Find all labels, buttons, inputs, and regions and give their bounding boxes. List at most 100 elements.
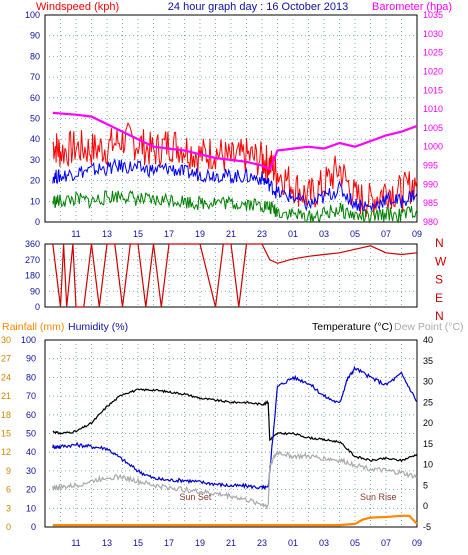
direction-panel-series — [52, 243, 418, 308]
barometer-tick-labels: 980 985 990 995 1000 1005 1010 1015 1020 1025 1030… — [423, 10, 443, 227]
rainfall-tick-24: 24 — [1, 372, 11, 382]
temperature-x-tick-19: 19 — [195, 538, 205, 548]
barometer-tick-995: 995 — [423, 161, 438, 171]
temperature-tick-40: 40 — [423, 335, 433, 345]
barometer-line — [52, 111, 418, 171]
windspeed-tick-100: 100 — [25, 10, 40, 20]
rainfall-tick-18: 18 — [1, 410, 11, 420]
humidity-tick-30: 30 — [26, 466, 36, 476]
humidity-tick-0: 0 — [31, 522, 36, 532]
humidity-axis-label: Humidity (%) — [68, 321, 128, 333]
barometer-tick-1020: 1020 — [423, 66, 443, 76]
windspeed-tick-70: 70 — [30, 72, 40, 82]
temperature-tick-0: 0 — [423, 501, 428, 511]
temperature-tick-10: 10 — [423, 460, 433, 470]
temperature-x-tick-13: 13 — [102, 538, 112, 548]
temperature-tick--5: -5 — [423, 522, 431, 532]
windspeed-tick-20: 20 — [30, 176, 40, 186]
series-humidity-1 — [52, 365, 418, 491]
barometer-tick-1030: 1030 — [423, 29, 443, 39]
temperature-tick-5: 5 — [423, 480, 428, 490]
wind-x-tick-11: 11 — [71, 229, 80, 239]
rainfall-tick-27: 27 — [1, 354, 11, 364]
humidity-tick-60: 60 — [26, 410, 36, 420]
wind-x-tick-03: 03 — [319, 229, 329, 239]
series-rain-3 — [52, 514, 418, 527]
series-temp-0 — [52, 388, 418, 463]
wind-x-tick-17: 17 — [164, 229, 174, 239]
humidity-tick-50: 50 — [26, 429, 36, 439]
wind-panel-series — [52, 111, 418, 224]
barometer-tick-985: 985 — [423, 198, 438, 208]
rainfall-tick-15: 15 — [1, 429, 11, 439]
temperature-x-tick-17: 17 — [164, 538, 174, 548]
humidity-tick-10: 10 — [26, 503, 36, 513]
temperature-axis-label: Temperature (°C) — [312, 321, 393, 333]
temperature-panel-series — [52, 365, 418, 527]
windspeed-tick-80: 80 — [30, 51, 40, 61]
wind-x-tick-19: 19 — [195, 229, 205, 239]
series-temp-2 — [52, 449, 418, 510]
compass-label-1: W — [435, 254, 447, 268]
barometer-tick-1015: 1015 — [423, 85, 443, 95]
windspeed-axis-label: Windspeed (kph) — [36, 1, 119, 13]
temperature-x-tick-09: 09 — [412, 538, 422, 548]
rainfall-axis-label: Rainfall (mm) — [2, 321, 64, 333]
humidity-tick-80: 80 — [26, 372, 36, 382]
temperature-x-tick-21: 21 — [226, 538, 236, 548]
wind-direction-line — [52, 243, 418, 308]
direction-tick-0: 0 — [35, 302, 40, 312]
windspeed-tick-50: 50 — [30, 114, 40, 124]
rainfall-tick-30: 30 — [1, 335, 11, 345]
humidity-tick-labels: 0 10 20 30 40 50 60 70 80 90 100 — [21, 335, 36, 532]
barometer-axis-label: Barometer (hpa) — [372, 1, 452, 13]
humidity-tick-90: 90 — [26, 354, 36, 364]
rainfall-tick-0: 0 — [6, 522, 11, 532]
humidity-tick-100: 100 — [21, 335, 36, 345]
temperature-tick-20: 20 — [423, 418, 433, 428]
temperature-x-tick-11: 11 — [71, 538, 80, 548]
windspeed-tick-10: 10 — [30, 196, 40, 206]
temperature-x-tick-15: 15 — [133, 538, 143, 548]
windspeed-tick-40: 40 — [30, 134, 40, 144]
temperature-tick-labels: -5 0 5 10 15 20 25 30 35 40 — [423, 335, 433, 532]
humidity-tick-40: 40 — [26, 447, 36, 457]
direction-tick-labels: 0 90 180 270 360 — [25, 239, 40, 312]
windspeed-tick-60: 60 — [30, 93, 40, 103]
barometer-tick-1000: 1000 — [423, 142, 443, 152]
wind-x-tick-01: 01 — [288, 229, 298, 239]
annotation-1: Sun Rise — [360, 492, 397, 502]
compass-label-4: N — [435, 309, 444, 323]
rainfall-tick-labels: 0 3 6 9 12 15 18 21 24 27 30 — [1, 335, 11, 532]
wind-x-tick-09: 09 — [412, 229, 422, 239]
temperature-x-tick-23: 23 — [257, 538, 267, 548]
compass-label-2: S — [435, 273, 443, 287]
temperature-panel-x-tick-labels: 11 13 15 17 19 21 23 01 03 05 07 09 — [71, 538, 422, 548]
windspeed-tick-90: 90 — [30, 31, 40, 41]
dewpoint-axis-label: Dew Point (°C) — [394, 321, 464, 333]
rainfall-tick-9: 9 — [6, 466, 11, 476]
windspeed-tick-30: 30 — [30, 155, 40, 165]
wind-series-1 — [52, 158, 418, 212]
wind-series-0 — [52, 121, 418, 217]
barometer-tick-1005: 1005 — [423, 123, 443, 133]
wind-x-tick-05: 05 — [350, 229, 360, 239]
compass-label-0: N — [435, 236, 444, 250]
temperature-tick-35: 35 — [423, 356, 433, 366]
windspeed-tick-0: 0 — [35, 217, 40, 227]
direction-tick-180: 180 — [25, 271, 40, 281]
humidity-tick-20: 20 — [26, 485, 36, 495]
wind-x-tick-07: 07 — [381, 229, 391, 239]
direction-tick-90: 90 — [30, 286, 40, 296]
temperature-x-tick-07: 07 — [381, 538, 391, 548]
humidity-tick-70: 70 — [26, 391, 36, 401]
rainfall-tick-6: 6 — [6, 485, 11, 495]
windspeed-tick-labels: 0 10 20 30 40 50 60 70 80 90 100 — [25, 10, 40, 227]
barometer-tick-1010: 1010 — [423, 104, 443, 114]
sun-annotations: Sun Set Sun Rise — [179, 492, 396, 502]
temperature-x-tick-01: 01 — [288, 538, 298, 548]
wind-panel-x-tick-labels: 11 13 15 17 19 21 23 01 03 05 07 09 — [71, 229, 422, 239]
annotation-0: Sun Set — [179, 492, 212, 502]
